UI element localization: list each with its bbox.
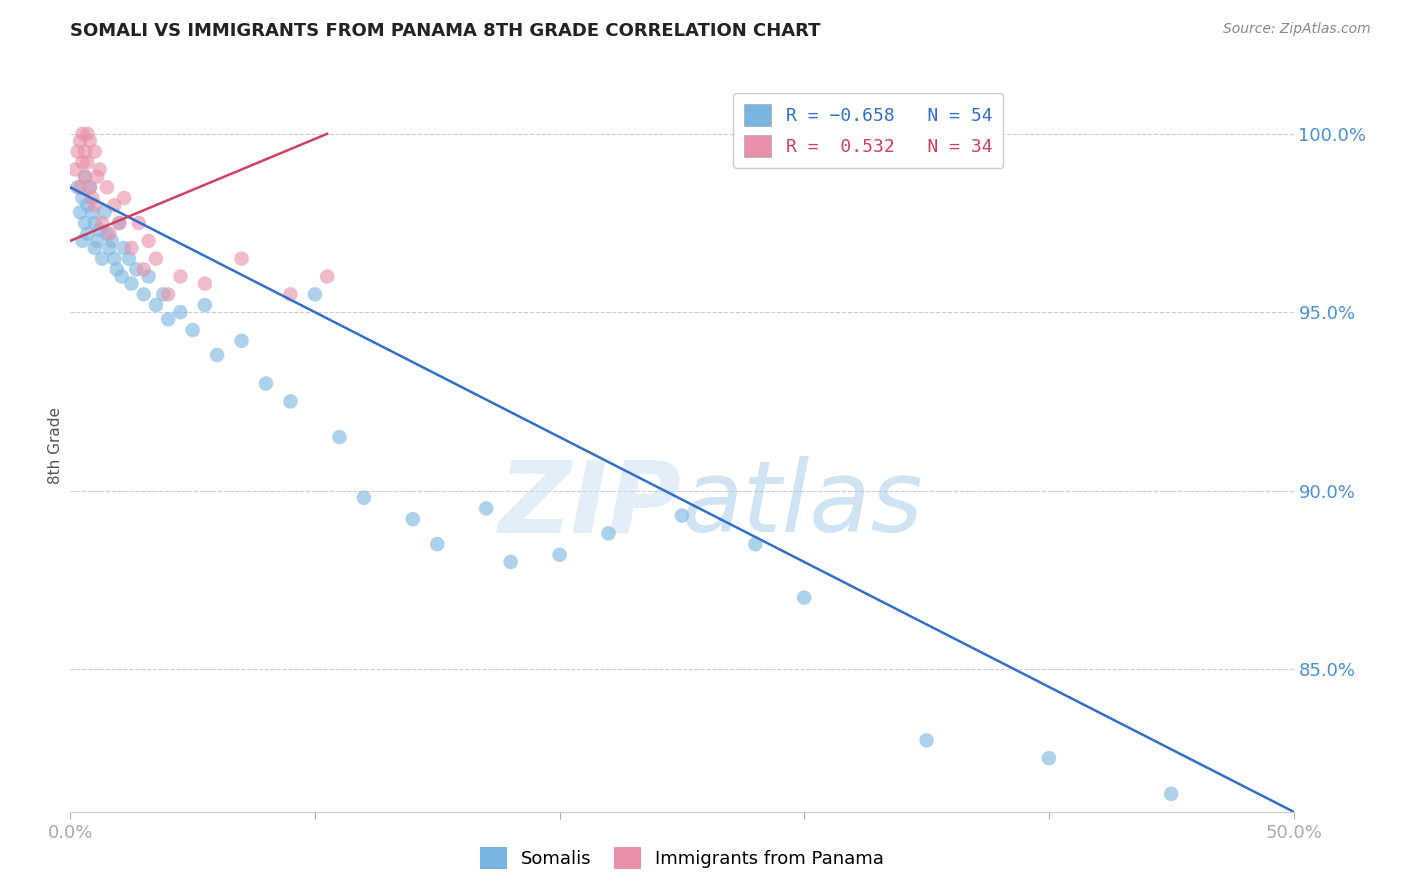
- Point: [121, 241, 143, 255]
- Text: ZIP: ZIP: [499, 456, 682, 553]
- Point: [111, 269, 134, 284]
- Point: [91, 216, 114, 230]
- Point: [145, 252, 167, 266]
- Legend: Somalis, Immigrants from Panama: Somalis, Immigrants from Panama: [472, 839, 891, 876]
- Point: [101, 234, 124, 248]
- Point: [194, 277, 217, 291]
- Point: [121, 277, 143, 291]
- Point: [132, 287, 155, 301]
- Point: [598, 526, 620, 541]
- Point: [475, 501, 498, 516]
- Point: [1160, 787, 1182, 801]
- Point: [63, 162, 86, 177]
- Point: [103, 198, 125, 212]
- Point: [96, 180, 118, 194]
- Point: [112, 191, 135, 205]
- Point: [73, 216, 96, 230]
- Point: [83, 145, 105, 159]
- Point: [76, 155, 98, 169]
- Point: [328, 430, 350, 444]
- Point: [181, 323, 204, 337]
- Point: [89, 162, 111, 177]
- Point: [79, 180, 101, 194]
- Point: [69, 134, 91, 148]
- Point: [108, 216, 131, 230]
- Point: [145, 298, 167, 312]
- Point: [169, 269, 191, 284]
- Point: [66, 180, 89, 194]
- Point: [1038, 751, 1060, 765]
- Point: [86, 234, 108, 248]
- Point: [86, 169, 108, 184]
- Point: [793, 591, 815, 605]
- Point: [254, 376, 277, 391]
- Point: [152, 287, 174, 301]
- Point: [79, 180, 101, 194]
- Point: [73, 169, 96, 184]
- Point: [316, 269, 339, 284]
- Point: [83, 216, 105, 230]
- Point: [105, 262, 128, 277]
- Point: [83, 241, 105, 255]
- Point: [96, 227, 118, 241]
- Point: [72, 191, 94, 205]
- Point: [169, 305, 191, 319]
- Point: [66, 145, 89, 159]
- Point: [72, 127, 94, 141]
- Point: [76, 127, 98, 141]
- Point: [103, 252, 125, 266]
- Point: [79, 134, 101, 148]
- Point: [231, 334, 253, 348]
- Point: [402, 512, 425, 526]
- Point: [304, 287, 326, 301]
- Point: [83, 198, 105, 212]
- Point: [82, 205, 104, 219]
- Point: [72, 234, 94, 248]
- Point: [128, 216, 150, 230]
- Point: [125, 262, 148, 277]
- Point: [138, 269, 160, 284]
- Point: [194, 298, 217, 312]
- Point: [108, 216, 131, 230]
- Point: [157, 287, 180, 301]
- Point: [231, 252, 253, 266]
- Point: [205, 348, 228, 362]
- Point: [82, 191, 104, 205]
- Point: [76, 227, 98, 241]
- Point: [353, 491, 375, 505]
- Point: [69, 205, 91, 219]
- Point: [118, 252, 141, 266]
- Point: [157, 312, 180, 326]
- Point: [112, 241, 135, 255]
- Point: [426, 537, 449, 551]
- Point: [91, 252, 114, 266]
- Point: [138, 234, 160, 248]
- Y-axis label: 8th Grade: 8th Grade: [48, 408, 63, 484]
- Point: [915, 733, 938, 747]
- Text: Source: ZipAtlas.com: Source: ZipAtlas.com: [1223, 22, 1371, 37]
- Point: [93, 205, 115, 219]
- Point: [132, 262, 155, 277]
- Text: SOMALI VS IMMIGRANTS FROM PANAMA 8TH GRADE CORRELATION CHART: SOMALI VS IMMIGRANTS FROM PANAMA 8TH GRA…: [70, 22, 821, 40]
- Point: [548, 548, 571, 562]
- Point: [89, 223, 111, 237]
- Text: atlas: atlas: [682, 456, 924, 553]
- Point: [499, 555, 522, 569]
- Point: [73, 145, 96, 159]
- Point: [671, 508, 693, 523]
- Point: [744, 537, 766, 551]
- Point: [280, 394, 302, 409]
- Point: [73, 169, 96, 184]
- Point: [69, 180, 91, 194]
- Point: [98, 241, 121, 255]
- Point: [280, 287, 302, 301]
- Point: [76, 198, 98, 212]
- Point: [98, 227, 121, 241]
- Point: [72, 155, 94, 169]
